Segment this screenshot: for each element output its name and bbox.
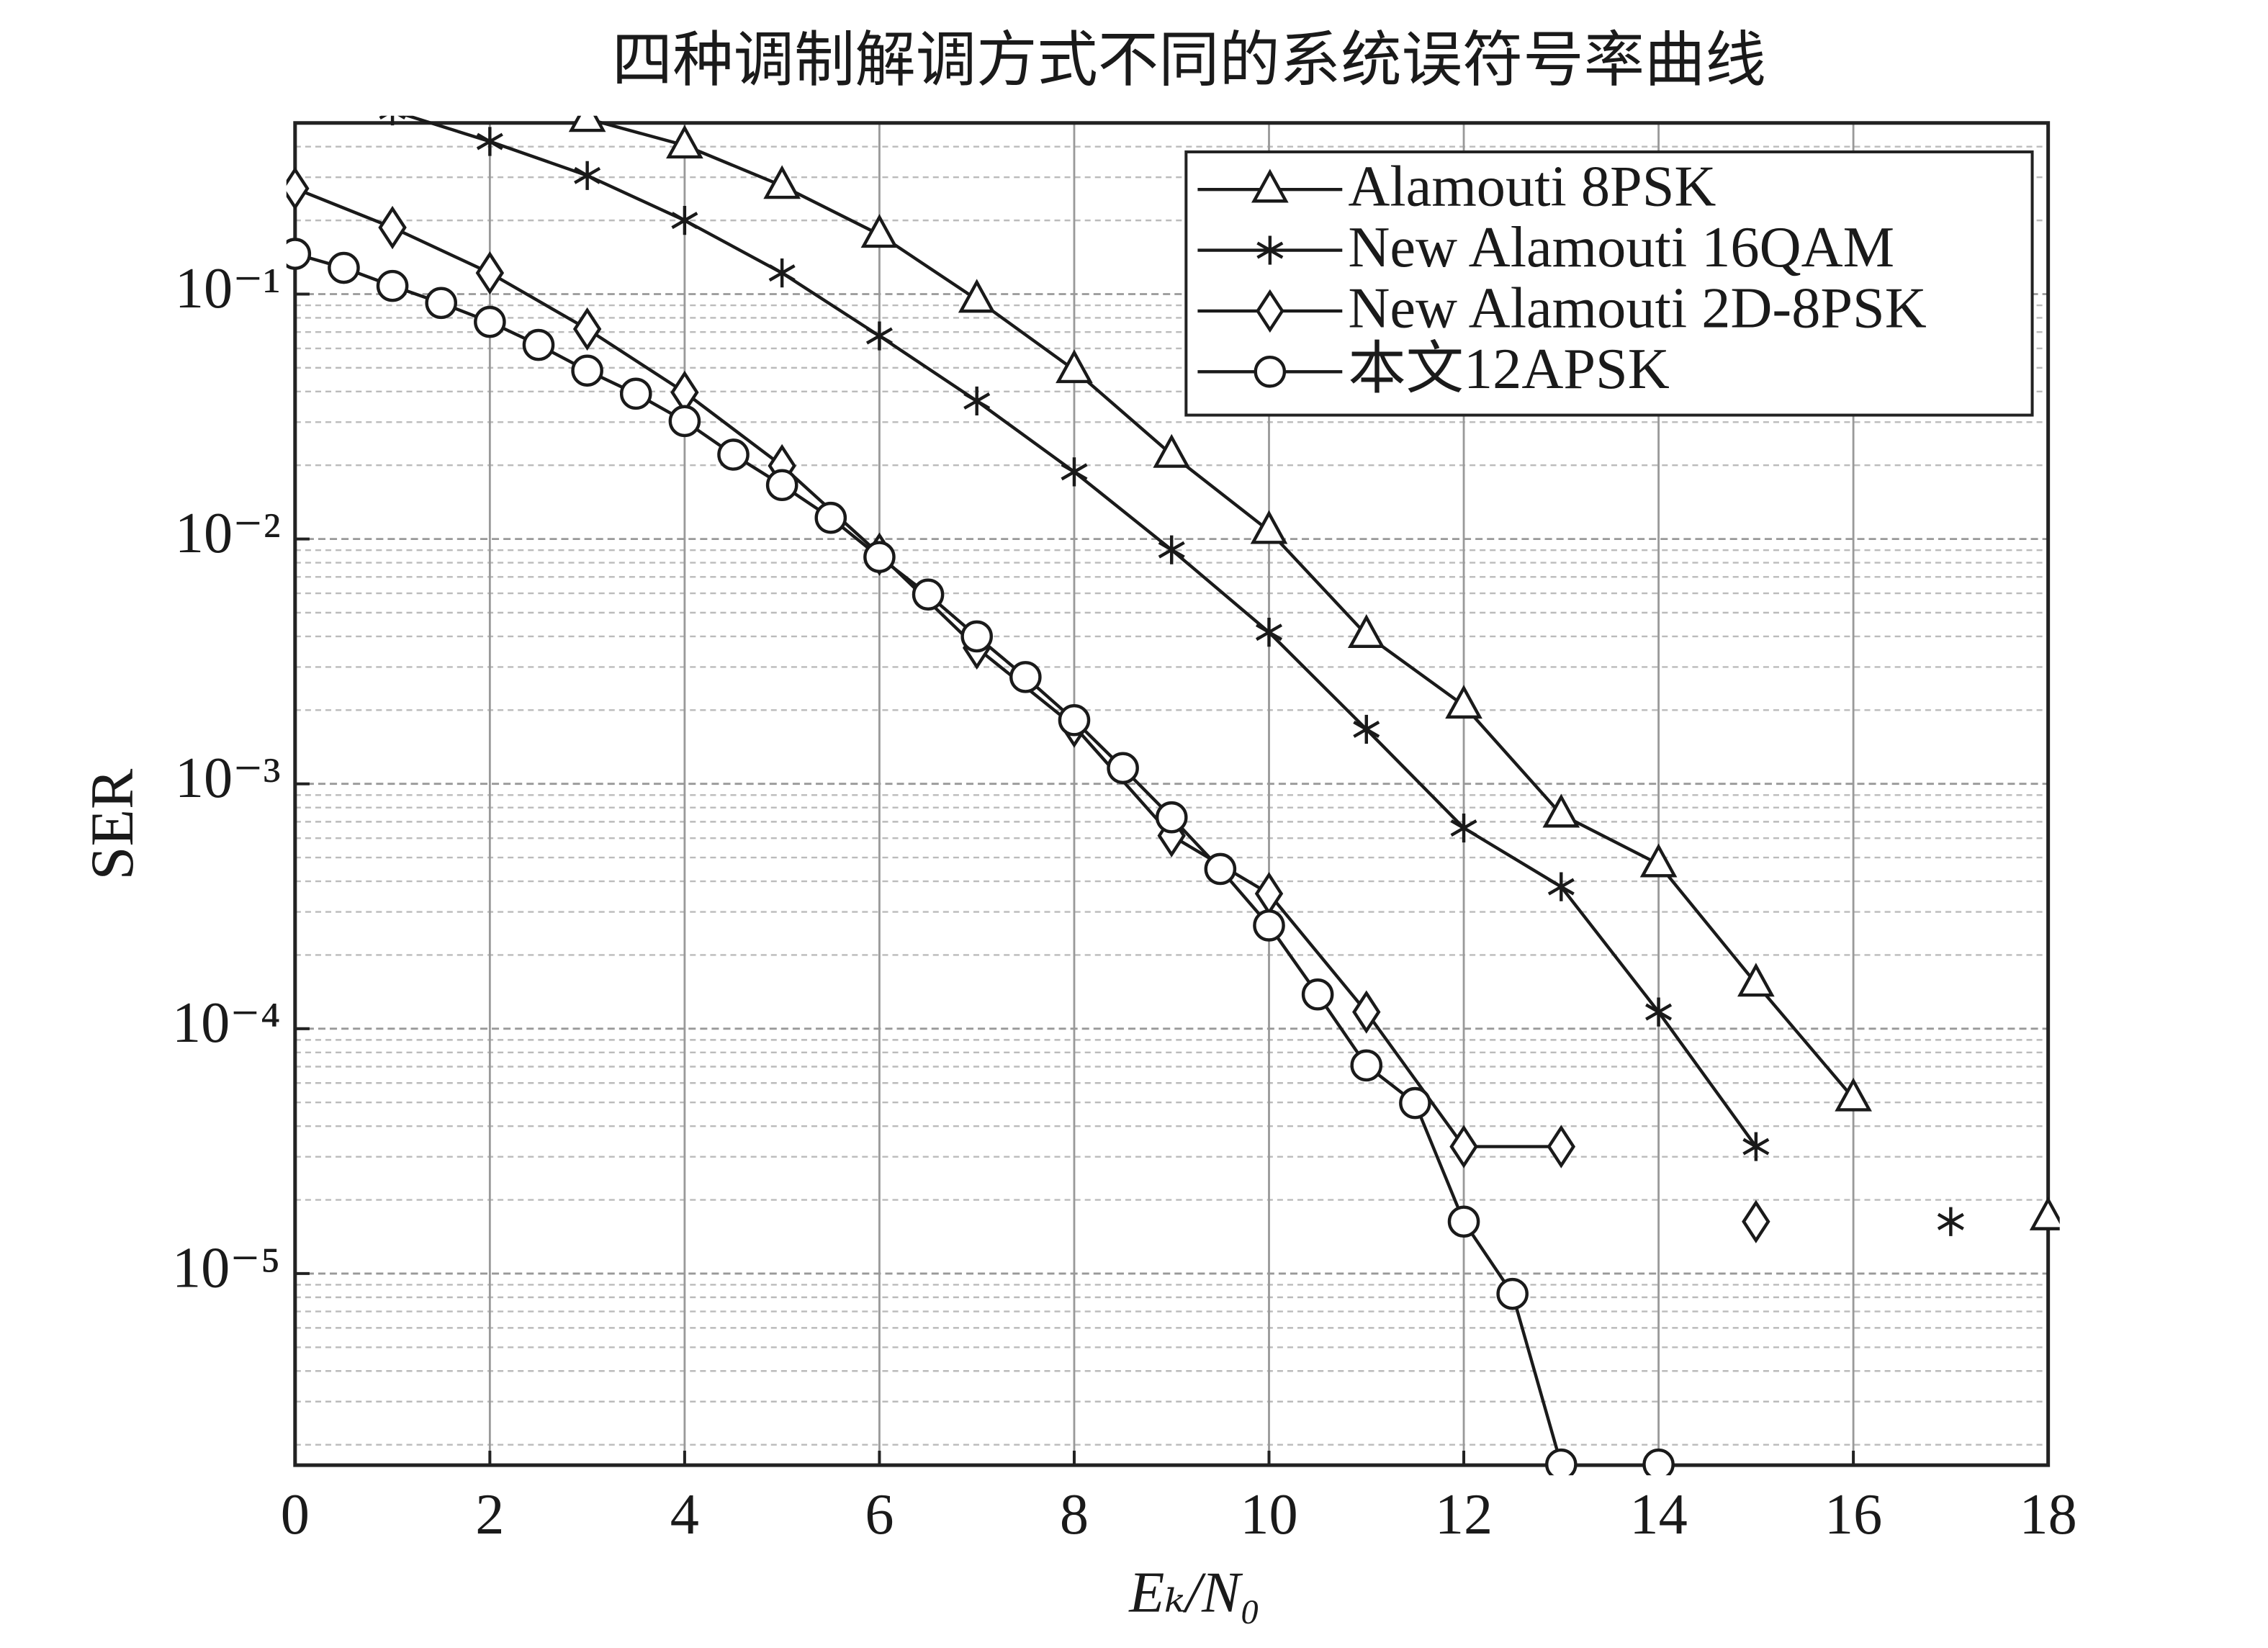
series-line [294, 252, 1563, 1465]
marker [1255, 618, 1283, 647]
y-axis-label: SER [79, 768, 146, 880]
marker [572, 307, 602, 351]
x-axis-label: Eₖ/N₀ [1128, 1560, 1260, 1624]
marker [865, 321, 893, 351]
legend-label: Alamouti 8PSK [1348, 155, 1716, 219]
marker [1450, 813, 1477, 843]
marker [379, 115, 406, 126]
marker [475, 251, 505, 295]
x-tick-label: 16 [1824, 1482, 1882, 1546]
marker [1639, 843, 1678, 878]
marker [571, 354, 603, 387]
y-tick-label: 10⁻³ [175, 746, 281, 810]
marker [328, 251, 360, 284]
x-tick-label: 2 [475, 1482, 504, 1546]
marker [476, 127, 503, 156]
legend-label: 本文12APSK [1348, 337, 1669, 401]
marker [1256, 289, 1284, 333]
marker [376, 269, 409, 302]
chart-title: 四种调制解调方式不同的系统误符号率曲线 [612, 27, 1766, 94]
marker [378, 205, 407, 250]
marker [958, 279, 996, 313]
marker [1009, 661, 1042, 693]
marker [1251, 168, 1289, 203]
x-tick-label: 6 [865, 1482, 894, 1546]
marker [1056, 349, 1093, 384]
legend-label: New Alamouti 2D-8PSK [1348, 276, 1926, 340]
marker [1301, 978, 1334, 1011]
marker [768, 258, 796, 288]
marker [2029, 1196, 2060, 1230]
y-tick-label: 10⁻¹ [175, 256, 281, 320]
marker [1153, 433, 1191, 468]
marker [863, 541, 896, 573]
marker [619, 377, 652, 410]
marker [666, 125, 703, 159]
series-line [587, 117, 1855, 1099]
marker [1645, 997, 1673, 1027]
marker [1642, 1448, 1675, 1476]
marker [1158, 535, 1185, 564]
marker [1250, 510, 1288, 544]
x-tick-label: 4 [670, 1482, 699, 1546]
marker [860, 214, 899, 248]
marker [1835, 1077, 1872, 1112]
marker [1352, 990, 1381, 1034]
y-tick-label: 10⁻² [175, 501, 281, 565]
marker [1547, 1125, 1576, 1169]
marker [960, 620, 993, 653]
marker [1742, 1132, 1770, 1161]
marker [1742, 1199, 1770, 1243]
marker [574, 161, 601, 190]
marker [765, 469, 798, 502]
marker [1447, 1205, 1480, 1238]
marker [671, 206, 698, 235]
x-tick-label: 12 [1435, 1482, 1493, 1546]
x-tick-label: 8 [1060, 1482, 1089, 1546]
marker [1496, 1277, 1529, 1310]
marker [1737, 963, 1775, 997]
marker [1937, 1207, 1964, 1236]
marker [1545, 1448, 1578, 1476]
y-tick-label: 10⁻⁴ [172, 991, 281, 1055]
marker [668, 405, 701, 438]
marker [1547, 872, 1575, 901]
marker [1254, 356, 1287, 388]
marker [1399, 1086, 1431, 1120]
marker [1347, 614, 1385, 649]
marker [1204, 852, 1237, 886]
marker [1449, 1125, 1478, 1169]
marker [1253, 909, 1285, 942]
marker [474, 305, 506, 338]
x-tick-label: 18 [2019, 1482, 2076, 1546]
marker [1107, 752, 1139, 785]
x-tick-label: 14 [1629, 1482, 1687, 1546]
marker [717, 438, 750, 471]
marker [1445, 685, 1482, 719]
y-tick-label: 10⁻⁵ [172, 1235, 281, 1300]
marker [1061, 457, 1088, 487]
marker [522, 328, 555, 361]
marker [963, 386, 991, 416]
marker [1256, 235, 1284, 265]
x-tick-label: 0 [281, 1482, 310, 1546]
marker [286, 166, 310, 210]
marker [763, 165, 801, 199]
marker [286, 238, 312, 270]
plot-frame [293, 121, 2051, 1467]
x-tick-label: 10 [1240, 1482, 1297, 1546]
marker [912, 578, 945, 611]
marker [568, 115, 606, 132]
marker [1350, 1049, 1383, 1082]
marker [1058, 703, 1091, 737]
marker [425, 287, 458, 320]
marker [1353, 714, 1380, 744]
marker [1155, 801, 1188, 834]
plot-area [286, 115, 2060, 1476]
legend-label: New Alamouti 16QAM [1348, 215, 1894, 279]
marker [1542, 793, 1580, 828]
marker [814, 501, 847, 534]
